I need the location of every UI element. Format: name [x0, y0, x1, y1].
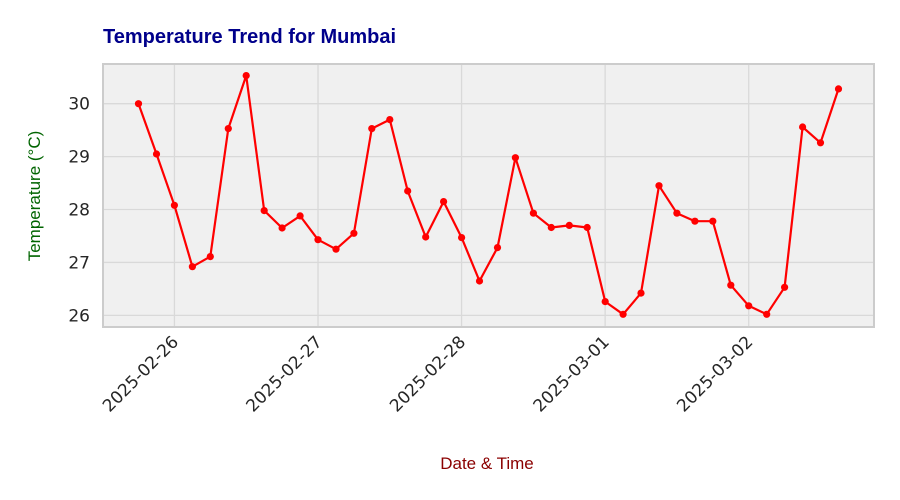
data-point	[296, 212, 304, 220]
series-layer	[134, 72, 843, 318]
x-tick-label: 2025-02-28	[386, 332, 470, 416]
data-point	[188, 263, 196, 271]
chart-title: Temperature Trend for Mumbai	[103, 26, 396, 48]
x-tick-label: 2025-02-27	[243, 332, 327, 416]
data-point	[475, 277, 484, 285]
grid-lines	[104, 65, 873, 326]
data-point	[511, 154, 519, 162]
data-point	[386, 116, 394, 124]
data-point	[493, 244, 502, 252]
x-axis-ticks: 2025-02-26 2025-02-27 2025-02-28 2025-03-01…	[99, 332, 757, 416]
data-point	[224, 125, 232, 133]
data-point	[529, 209, 538, 217]
data-point	[673, 209, 681, 217]
data-point	[565, 221, 573, 229]
data-point	[637, 289, 645, 297]
data-point	[134, 100, 143, 108]
data-point	[242, 72, 250, 80]
y-tick-label: 30	[68, 95, 90, 115]
x-tick-label: 2025-03-01	[530, 332, 614, 416]
data-point	[727, 281, 735, 289]
series-line	[137, 74, 840, 316]
data-point	[422, 233, 430, 241]
y-tick-label: 27	[68, 253, 90, 273]
x-tick-label: 2025-02-26	[99, 332, 183, 416]
data-point	[799, 123, 807, 131]
data-point	[314, 236, 322, 244]
data-point	[601, 298, 609, 306]
data-point	[547, 223, 555, 232]
data-point	[763, 310, 771, 318]
data-point	[350, 229, 358, 237]
plot-area	[102, 63, 875, 328]
y-axis-ticks: 26 27 28 29 30	[68, 95, 90, 327]
data-point	[745, 302, 753, 310]
x-axis-label: Date & Time	[440, 454, 534, 473]
data-point	[834, 85, 843, 93]
data-point	[458, 234, 466, 242]
data-point	[278, 224, 286, 232]
x-tick-label: 2025-03-02	[673, 332, 757, 416]
y-tick-label: 28	[68, 201, 90, 221]
data-point	[440, 198, 448, 206]
data-point	[368, 125, 376, 133]
y-tick-label: 26	[68, 306, 90, 326]
data-point	[332, 245, 340, 253]
data-point	[619, 310, 627, 318]
data-point	[152, 150, 161, 158]
y-axis-label: Temperature (°C)	[25, 131, 44, 262]
data-point	[260, 207, 268, 215]
data-point	[404, 187, 412, 195]
data-point	[655, 182, 663, 190]
data-point	[816, 139, 825, 147]
data-point	[691, 217, 699, 225]
data-point	[709, 217, 717, 225]
data-point	[170, 201, 178, 209]
y-tick-label: 29	[68, 148, 90, 168]
data-point	[781, 283, 789, 291]
data-point	[583, 223, 591, 232]
data-point	[206, 253, 214, 261]
